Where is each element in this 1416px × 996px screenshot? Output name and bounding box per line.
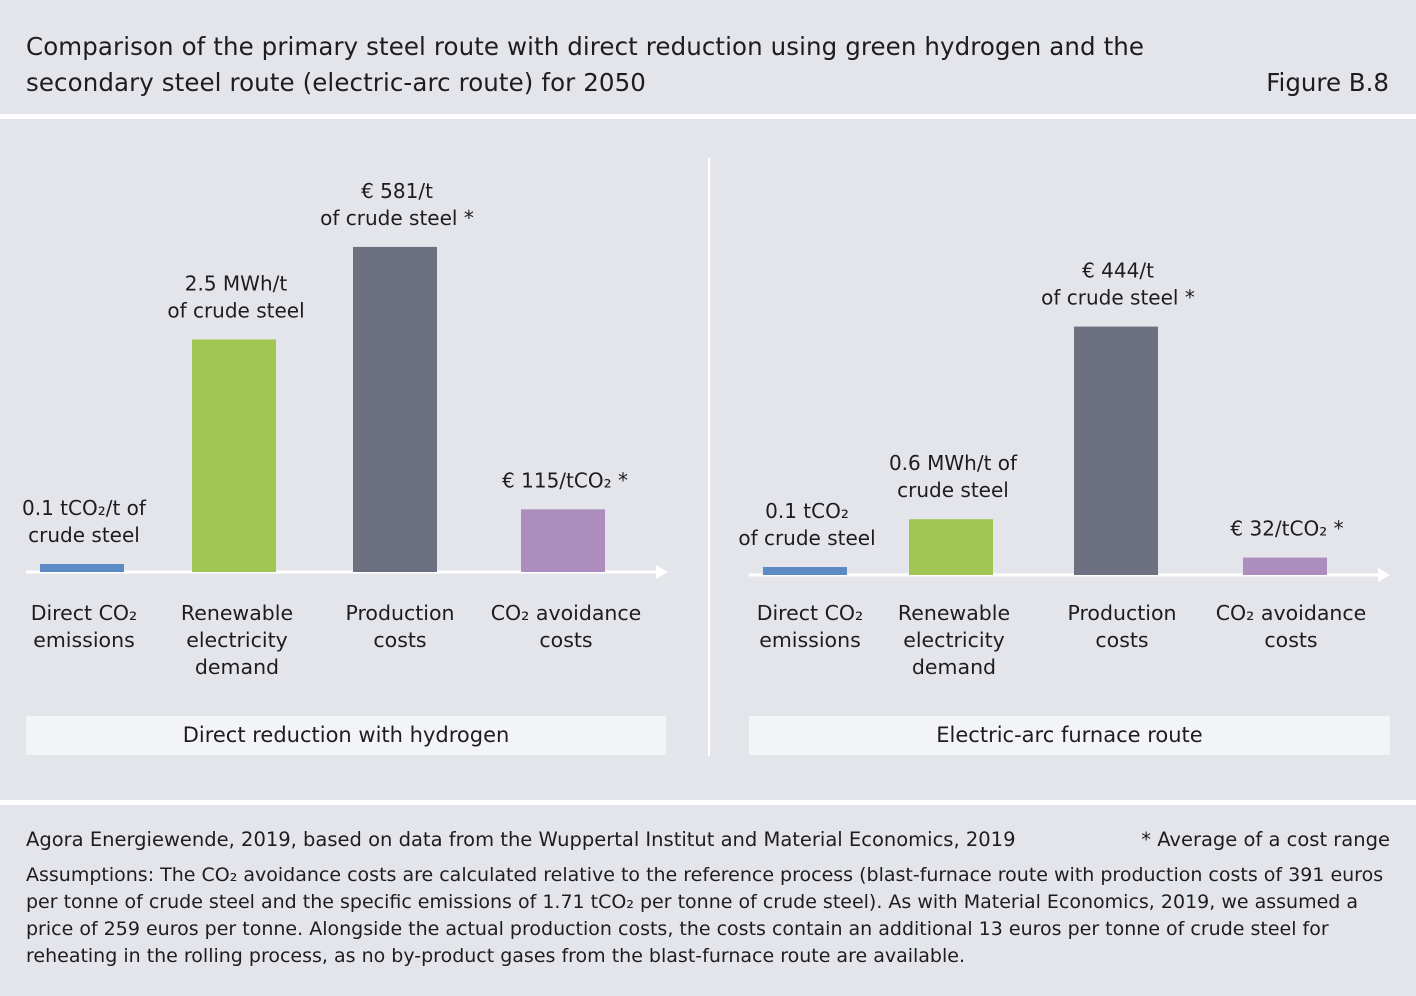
bar-chart: 0.1 tCO₂/t of crude steel Direct CO₂ emissi… — [22, 179, 1390, 679]
category-label-electricity-2: electricity — [903, 628, 1005, 652]
category-label-costs-1: Production — [345, 601, 454, 625]
bar-electricity-1 — [192, 339, 276, 572]
category-label-emissions-2: emissions — [759, 628, 861, 652]
assumptions-text: Assumptions: The CO₂ avoidance costs are… — [26, 864, 1384, 967]
bar-emissions-1 — [40, 564, 124, 572]
bar-avoidance-1 — [521, 509, 605, 572]
category-label-electricity-2: demand — [912, 655, 996, 679]
footnote-text: * Average of a cost range — [1141, 828, 1390, 851]
panel-title-electric-arc: Electric-arc furnace route — [749, 716, 1390, 755]
value-label-emissions-2: of crude steel — [738, 526, 875, 550]
category-label-electricity-2: Renewable — [898, 601, 1010, 625]
category-label-costs-1: costs — [373, 628, 426, 652]
category-label-emissions-1: emissions — [33, 628, 135, 652]
value-label-electricity-1: 2.5 MWh/t — [185, 272, 288, 296]
value-label-electricity-1: of crude steel — [167, 299, 304, 323]
value-label-emissions-1: crude steel — [28, 523, 140, 547]
category-label-electricity-1: Renewable — [181, 601, 293, 625]
category-label-electricity-1: demand — [195, 655, 279, 679]
category-label-avoidance-2: CO₂ avoidance — [1216, 601, 1367, 625]
value-label-costs-2: of crude steel * — [1041, 286, 1195, 310]
bar-electricity-2 — [909, 519, 993, 575]
x-axis-arrow-2 — [1378, 568, 1390, 582]
category-label-costs-2: costs — [1095, 628, 1148, 652]
value-label-avoidance-1: € 115/tCO₂ * — [502, 468, 628, 492]
category-label-avoidance-1: CO₂ avoidance — [491, 601, 642, 625]
category-label-emissions-2: Direct CO₂ — [757, 601, 864, 625]
category-label-emissions-1: Direct CO₂ — [31, 601, 138, 625]
value-label-costs-2: € 444/t — [1082, 259, 1154, 283]
value-label-electricity-2: 0.6 MWh/t of — [889, 451, 1018, 475]
value-label-emissions-1: 0.1 tCO₂/t of — [22, 496, 147, 520]
x-axis-arrow-1 — [656, 565, 668, 579]
source-text: Agora Energiewende, 2019, based on data … — [26, 828, 1016, 851]
bar-emissions-2 — [763, 567, 847, 575]
bar-costs-2 — [1074, 326, 1158, 575]
value-label-electricity-2: crude steel — [897, 478, 1009, 502]
panel-divider — [708, 158, 710, 756]
value-label-avoidance-2: € 32/tCO₂ * — [1230, 517, 1343, 541]
top-separator — [0, 114, 1416, 119]
value-label-emissions-2: 0.1 tCO₂ — [765, 499, 849, 523]
bar-costs-1 — [353, 246, 437, 573]
value-label-costs-1: € 581/t — [361, 179, 433, 203]
value-label-costs-1: of crude steel * — [320, 206, 474, 230]
figure-header: Comparison of the primary steel route wi… — [0, 0, 1416, 116]
panel-title-direct-reduction: Direct reduction with hydrogen — [26, 716, 666, 755]
category-label-avoidance-1: costs — [539, 628, 592, 652]
bottom-separator — [0, 800, 1416, 805]
category-label-avoidance-2: costs — [1264, 628, 1317, 652]
category-label-costs-2: Production — [1067, 601, 1176, 625]
figure-title: Comparison of the primary steel route wi… — [26, 32, 1145, 97]
figure-number: Figure B.8 — [1266, 68, 1389, 97]
bar-avoidance-2 — [1243, 557, 1327, 575]
category-label-electricity-1: electricity — [186, 628, 288, 652]
